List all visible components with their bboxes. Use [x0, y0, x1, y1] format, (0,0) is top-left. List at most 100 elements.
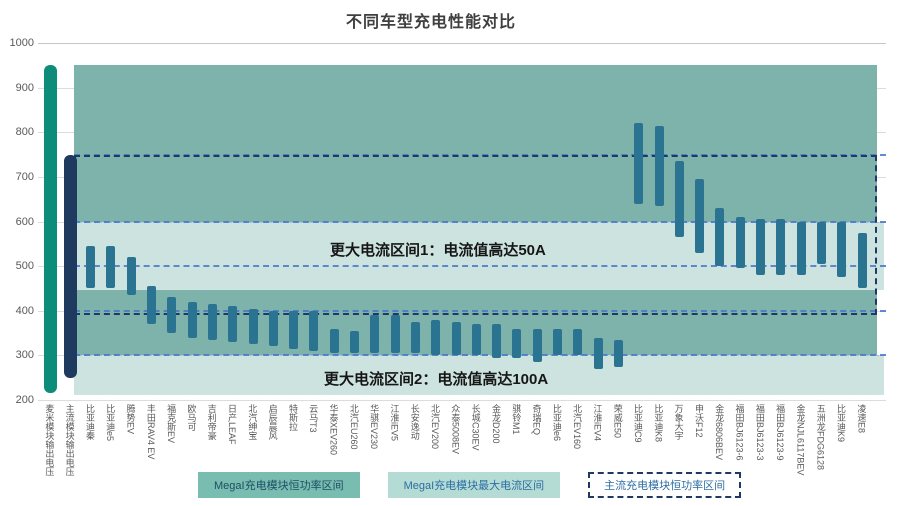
x-axis-label: 福克斯EV: [166, 404, 177, 444]
x-axis-label: 万象大宇: [673, 404, 684, 440]
guide-line-400: [74, 309, 886, 312]
y-axis-tick-label: 700: [15, 170, 34, 183]
gridline: [38, 400, 886, 401]
range-bar-福克斯EV: [167, 297, 177, 334]
x-axis-label: 江淮iEV5: [389, 404, 400, 442]
range-bar-金龙NJL6117BEV: [796, 221, 806, 276]
range-bar-骐铃M1: [512, 328, 522, 358]
x-axis-label: 比亚迪C9: [633, 404, 644, 443]
x-axis-label: 凌速E8: [856, 404, 867, 434]
legend-mainstream-constant-power: 主流充电模块恒功率区间: [588, 472, 742, 498]
range-bar-福田BJ6123-3: [756, 219, 765, 276]
y-axis-tick-label: 400: [15, 304, 34, 317]
range-bar-福田BJ6123-9: [776, 219, 786, 276]
annotation-current-range-1: 更大电流区间1：电流值高达50A: [330, 242, 546, 259]
range-bar-长安逸动: [410, 321, 420, 354]
guide-line-600: [74, 220, 886, 223]
x-axis-label: 金龙NJL6117BEV: [795, 404, 806, 476]
x-axis-label: 江淮iEV4: [592, 404, 603, 442]
range-bar-奇瑞EQ: [532, 328, 542, 363]
x-axis-label: 长城C30EV: [470, 404, 481, 451]
range-bar-比亚迪C9: [634, 123, 644, 204]
x-axis-label: 比亚迪e5: [105, 404, 116, 442]
x-axis-label: 华泰XEV260: [328, 404, 339, 456]
range-bar-比亚迪K8: [654, 125, 664, 206]
x-axis-label: 荣威E50: [612, 404, 623, 439]
range-bar-长城C30EV: [471, 324, 481, 356]
mega-max-current-band-1: [74, 221, 884, 291]
range-bar-江淮iEV5: [390, 315, 400, 354]
x-axis-label: 福田BJ6123-9: [775, 404, 786, 461]
range-bar-丰田RAV4 EV: [147, 286, 156, 325]
x-axis-label: 云马T3: [308, 404, 319, 433]
range-bar-北汽EV160: [573, 328, 583, 356]
range-bar-江淮iEV4: [593, 337, 603, 369]
range-bar-北汽EV200: [431, 319, 441, 356]
x-axis-label: 日产LEAF: [227, 404, 238, 445]
range-bar-比亚迪e6: [553, 328, 562, 356]
x-axis-label: 比亚迪K9: [836, 404, 847, 443]
y-axis-tick-label: 500: [15, 260, 34, 273]
x-axis-label: 金龙D200: [490, 404, 501, 444]
range-bar-腾势EV: [126, 257, 136, 296]
x-axis-label: 吉利帝豪: [206, 404, 217, 440]
x-axis-label: 众泰5008EV: [450, 404, 461, 455]
range-bar-日产LEAF: [228, 306, 238, 342]
range-bar-北汽EU260: [350, 330, 359, 354]
range-bar-启辰晨风: [268, 310, 278, 347]
y-axis-tick-label: 1000: [9, 37, 34, 49]
chart-legend: MegaI充电模块恒功率区间 MegaI充电模块最大电流区间 主流充电模块恒功率…: [198, 472, 742, 498]
x-axis-label: 比亚迪e6: [551, 404, 562, 442]
y-axis-tick-label: 200: [15, 394, 34, 406]
x-axis-label: 启辰晨风: [267, 404, 278, 440]
legend-mega-constant-power: MegaI充电模块恒功率区间: [198, 472, 360, 498]
x-axis-label: 比亚迪K8: [653, 404, 664, 443]
range-bar-北汽绅宝: [248, 308, 258, 345]
x-axis-label: 北汽EV200: [430, 404, 441, 450]
x-axis-label: 麦米模块输出电压: [44, 404, 55, 476]
range-bar-麦米模块输出电压: [43, 65, 57, 394]
chart-title: 不同车型充电性能对比: [345, 14, 516, 31]
y-axis-tick-label: 900: [15, 81, 34, 94]
guide-line-300: [74, 354, 886, 357]
x-axis-label: 奇瑞EQ: [531, 404, 542, 436]
x-axis-label: 特斯拉: [287, 404, 298, 431]
range-bar-五洲龙FDG6128: [816, 221, 826, 264]
x-axis-label: 申沃F12: [693, 404, 704, 438]
y-axis-tick-label: 800: [15, 126, 34, 139]
annotation-current-range-2: 更大电流区间2：电流值高达100A: [324, 371, 549, 388]
range-bar-云马T3: [309, 310, 319, 351]
range-bar-申沃F12: [695, 179, 705, 253]
range-bar-华泰XEV260: [329, 328, 339, 354]
range-bar-比亚迪e5: [106, 246, 116, 289]
x-axis-label: 骐铃M1: [511, 404, 522, 435]
x-axis-label: 北汽EU260: [348, 404, 359, 450]
range-bar-金龙6806BEV: [715, 208, 725, 267]
range-bar-荣威E50: [613, 339, 623, 367]
x-axis-label: 福田BJ6123-6: [734, 404, 745, 461]
gridline: [38, 43, 886, 44]
x-axis-label: 丰田RAV4 EV: [145, 404, 156, 460]
range-bar-凌速E8: [857, 232, 867, 289]
x-axis-label: 比亚迪秦: [84, 404, 95, 440]
range-bar-金龙D200: [492, 324, 502, 358]
range-bar-众泰5008EV: [451, 321, 461, 356]
range-bar-万象大宇: [674, 161, 684, 238]
x-axis-label: 北汽绅宝: [247, 404, 258, 440]
range-bar-福田BJ6123-6: [735, 217, 745, 269]
x-axis-label: 北汽EV160: [572, 404, 583, 450]
guide-line-500: [74, 265, 886, 268]
y-axis-tick-label: 600: [15, 215, 34, 228]
range-bar-比亚迪秦: [86, 246, 96, 289]
range-bar-华骐EV230: [370, 315, 380, 354]
x-axis-label: 长安逸动: [409, 404, 420, 440]
x-axis-label: 腾势EV: [125, 404, 136, 435]
x-axis-label: 华骐EV230: [369, 404, 380, 450]
x-axis-label: 欧马可: [186, 404, 197, 431]
range-bar-特斯拉: [289, 310, 299, 349]
range-bar-比亚迪K9: [837, 221, 847, 278]
x-axis-label: 金龙6806BEV: [714, 404, 725, 461]
range-bar-欧马可: [187, 301, 197, 338]
